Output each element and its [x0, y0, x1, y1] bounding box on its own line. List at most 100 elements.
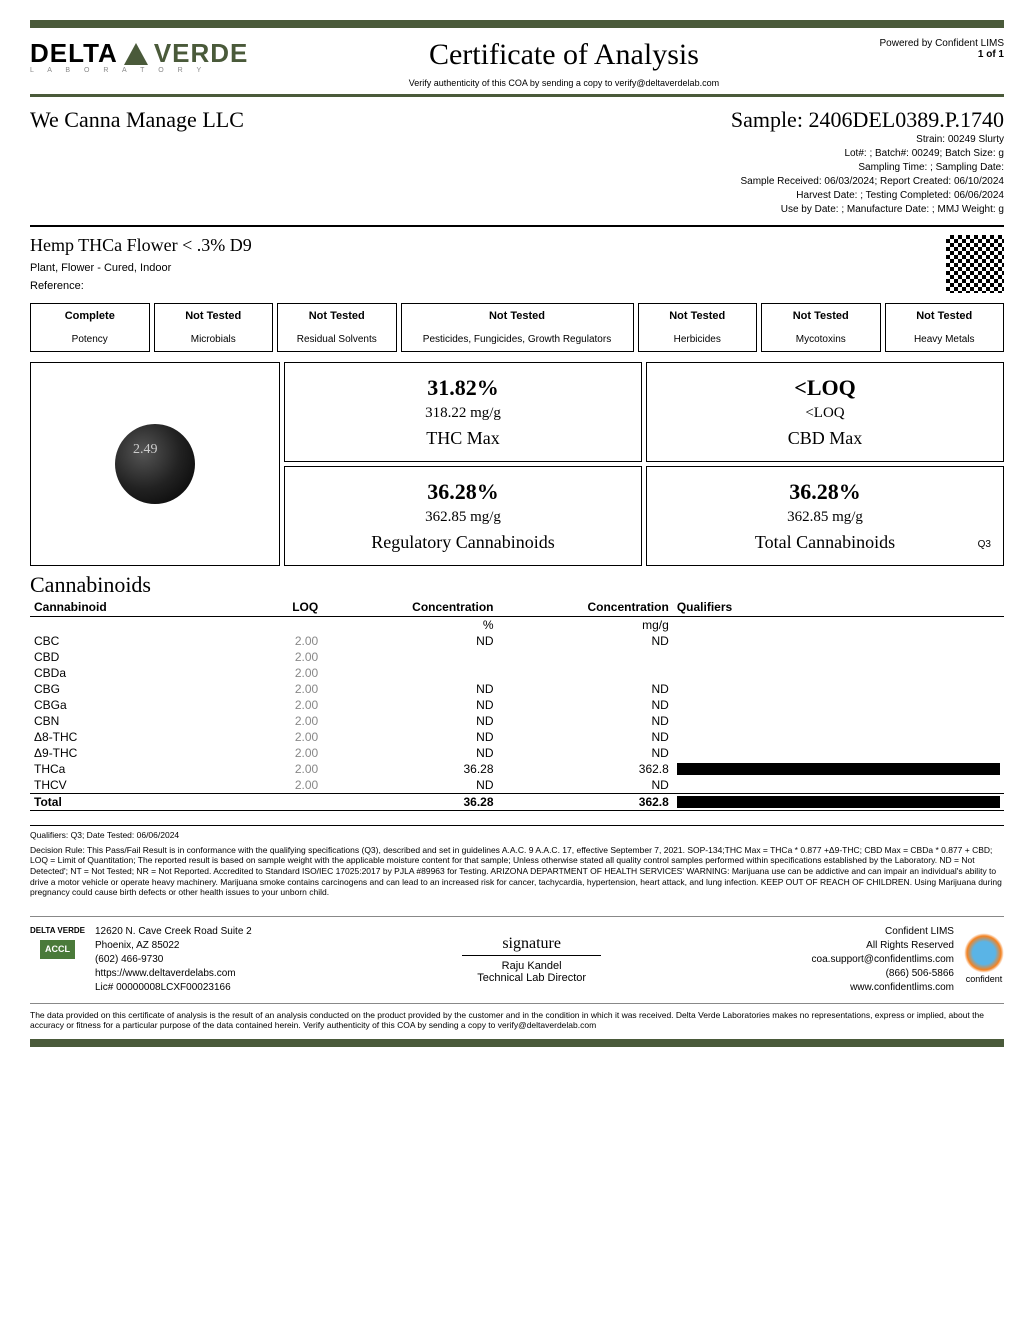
test-status: Not Tested — [404, 310, 631, 322]
cannabinoids-table: Cannabinoid LOQ Concentration Concentrat… — [30, 598, 1004, 811]
table-row: Δ9-THC2.00NDND — [30, 745, 1004, 761]
cann-mgg: ND — [498, 745, 673, 761]
table-row: Δ8-THC2.00NDND — [30, 729, 1004, 745]
cann-name: CBD — [30, 649, 205, 665]
product-type: Plant, Flower - Cured, Indoor — [30, 262, 252, 274]
unit-mgg: mg/g — [498, 617, 673, 634]
test-status: Not Tested — [280, 310, 394, 322]
cbd-pct: <LOQ — [653, 375, 997, 401]
logo-verde: VERDE — [154, 38, 249, 69]
cann-qual — [673, 681, 1004, 697]
client-name: We Canna Manage LLC — [30, 107, 244, 133]
test-status-row: CompletePotencyNot TestedMicrobialsNot T… — [30, 303, 1004, 352]
total-box: 36.28% 362.85 mg/g Total Cannabinoids Q3 — [646, 466, 1004, 566]
confident-logo-icon — [964, 933, 1004, 973]
cann-name: Δ8-THC — [30, 729, 205, 745]
header: DELTA VERDE L A B O R A T O R Y Certific… — [30, 38, 1004, 97]
thc-mg: 318.22 mg/g — [291, 405, 635, 422]
conf-phone: (866) 506-5866 — [812, 967, 954, 981]
cann-name: CBC — [30, 633, 205, 649]
cann-pct: ND — [322, 681, 497, 697]
cann-loq: 2.00 — [205, 697, 322, 713]
qualifiers-body: Decision Rule: This Pass/Fail Result is … — [30, 845, 1004, 898]
cannabinoids-title: Cannabinoids — [30, 572, 1004, 598]
test-box: Not Tested Pesticides, Fungicides, Growth… — [401, 303, 634, 352]
cann-pct: ND — [322, 777, 497, 794]
sample-received: Sample Received: 06/03/2024; Report Crea… — [731, 175, 1004, 189]
test-status: Not Tested — [888, 310, 1002, 322]
cann-pct: 36.28 — [322, 761, 497, 777]
sample-sampling: Sampling Time: ; Sampling Date: — [731, 161, 1004, 175]
test-box: Not Tested Heavy Metals — [885, 303, 1005, 352]
col-qualifiers: Qualifiers — [673, 598, 1004, 617]
test-type: Mycotoxins — [764, 334, 878, 345]
table-row: THCa2.0036.28362.8 — [30, 761, 1004, 777]
test-type: Herbicides — [641, 334, 755, 345]
test-type: Heavy Metals — [888, 334, 1002, 345]
tot-mg: 362.85 mg/g — [653, 509, 997, 526]
redacted-bar — [677, 796, 1000, 808]
thc-label: THC Max — [291, 428, 635, 449]
cann-qual — [673, 777, 1004, 794]
cann-name: CBDa — [30, 665, 205, 681]
cann-qual — [673, 745, 1004, 761]
cann-loq: 2.00 — [205, 713, 322, 729]
q3-badge: Q3 — [978, 539, 991, 550]
redacted-bar — [677, 763, 1000, 775]
powered-by: Powered by Confident LIMS — [879, 38, 1004, 49]
conf-url: www.confidentlims.com — [812, 981, 954, 995]
regulatory-box: 36.28% 362.85 mg/g Regulatory Cannabinoi… — [284, 466, 642, 566]
cann-pct: ND — [322, 697, 497, 713]
table-row: CBD2.00 — [30, 649, 1004, 665]
signer-title: Technical Lab Director — [462, 972, 601, 984]
logo-delta: DELTA — [30, 38, 118, 69]
cann-pct — [322, 665, 497, 681]
license: Lic# 00000008LCXF00023166 — [95, 981, 252, 995]
table-row: CBGa2.00NDND — [30, 697, 1004, 713]
unit-loq — [205, 617, 322, 634]
cann-mgg: ND — [498, 777, 673, 794]
cbd-label: CBD Max — [653, 428, 997, 449]
cann-pct: ND — [322, 713, 497, 729]
cann-qual — [673, 761, 1004, 777]
product-name: Hemp THCa Flower < .3% D9 — [30, 235, 252, 256]
cann-mgg: ND — [498, 633, 673, 649]
cann-mgg: ND — [498, 713, 673, 729]
cann-pct: ND — [322, 633, 497, 649]
cann-loq: 2.00 — [205, 761, 322, 777]
cbd-max-box: <LOQ <LOQ CBD Max — [646, 362, 1004, 462]
table-row: CBG2.00NDND — [30, 681, 1004, 697]
col-cannabinoid: Cannabinoid — [30, 598, 205, 617]
sample-id: Sample: 2406DEL0389.P.1740 — [731, 107, 1004, 133]
table-row: CBN2.00NDND — [30, 713, 1004, 729]
verify-text: Verify authenticity of this COA by sendi… — [248, 78, 879, 88]
cann-mgg: ND — [498, 697, 673, 713]
cann-loq: 2.00 — [205, 745, 322, 761]
cann-loq: 2.00 — [205, 777, 322, 794]
cann-mgg — [498, 665, 673, 681]
cann-mgg: ND — [498, 729, 673, 745]
total-label: Total — [30, 794, 205, 811]
test-status: Not Tested — [641, 310, 755, 322]
test-box: Not TestedMycotoxins — [761, 303, 881, 352]
mini-logo: DELTA VERDE — [30, 925, 85, 936]
cann-qual — [673, 729, 1004, 745]
confident-label: confident — [964, 973, 1004, 986]
divider — [30, 825, 1004, 826]
test-type: Potency — [33, 334, 147, 345]
cann-pct: ND — [322, 745, 497, 761]
tot-label: Total Cannabinoids — [653, 532, 997, 553]
table-row: THCV2.00NDND — [30, 777, 1004, 794]
cann-qual — [673, 665, 1004, 681]
addr1: 12620 N. Cave Creek Road Suite 2 — [95, 925, 252, 939]
cann-name: Δ9-THC — [30, 745, 205, 761]
test-box: CompletePotency — [30, 303, 150, 352]
cann-qual — [673, 649, 1004, 665]
test-box: Not Tested Herbicides — [638, 303, 758, 352]
cann-loq: 2.00 — [205, 633, 322, 649]
conf-rights: All Rights Reserved — [812, 939, 954, 953]
page-number: 1 of 1 — [879, 49, 1004, 60]
test-type: Pesticides, Fungicides, Growth Regulator… — [404, 334, 631, 345]
signature-icon: signature — [462, 935, 601, 956]
jar-image-icon — [115, 424, 195, 504]
